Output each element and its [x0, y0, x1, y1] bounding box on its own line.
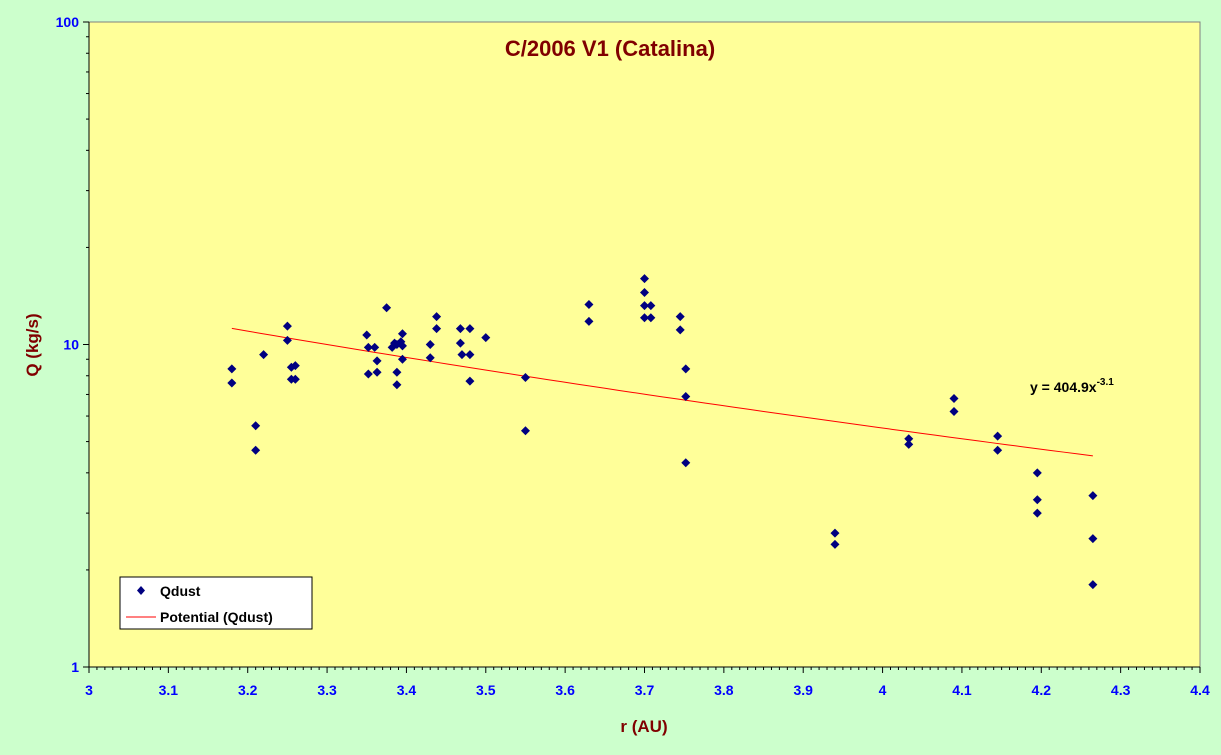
data-point — [392, 380, 402, 390]
trendline-equation-exponent: -3.1 — [1097, 377, 1115, 388]
trendline-equation-base: y = 404.9x — [1030, 379, 1097, 395]
x-tick-label: 3.6 — [555, 682, 575, 698]
data-point — [251, 421, 261, 431]
data-point — [372, 356, 382, 366]
data-point — [363, 342, 373, 352]
data-point — [949, 394, 959, 404]
data-point — [1032, 495, 1042, 505]
data-point — [382, 303, 392, 313]
data-point — [520, 426, 530, 436]
data-point — [584, 300, 594, 310]
data-point — [290, 361, 300, 371]
data-point — [465, 376, 475, 386]
x-tick-label: 3.2 — [238, 682, 258, 698]
data-point — [993, 431, 1003, 441]
data-point — [681, 364, 691, 374]
data-point — [259, 350, 269, 360]
data-point — [290, 374, 300, 384]
data-point — [1088, 534, 1098, 544]
data-point — [282, 321, 292, 331]
x-axis-ticks: 3 3.1 3.2 3.3 3.4 3.5 3.6 3.7 3.8 3.9 4 4.1 4.2 4.3 4.… — [85, 667, 1210, 698]
data-point — [1032, 468, 1042, 478]
legend-label-potential: Potential (Qdust) — [160, 609, 273, 625]
plot-area — [88, 21, 1201, 668]
x-axis-label: r (AU) — [620, 717, 667, 736]
data-point — [1088, 580, 1098, 590]
data-point — [432, 324, 442, 334]
data-point — [646, 313, 656, 323]
data-point — [904, 434, 914, 444]
data-point — [949, 406, 959, 416]
power-trendline — [231, 327, 1093, 457]
x-tick-label: 3.4 — [397, 682, 417, 698]
data-point — [425, 353, 435, 363]
data-points-layer — [227, 274, 1098, 590]
data-point — [227, 364, 237, 374]
data-point — [251, 445, 261, 455]
data-point — [640, 287, 649, 297]
x-tick-label: 4.4 — [1190, 682, 1210, 698]
legend-label-qdust: Qdust — [160, 583, 201, 599]
trendline-layer — [231, 327, 1093, 457]
data-point — [646, 301, 656, 311]
data-point — [397, 354, 407, 364]
data-point — [520, 373, 530, 383]
data-point — [392, 367, 402, 377]
x-tick-label: 3.3 — [317, 682, 337, 698]
data-point — [993, 445, 1003, 455]
x-tick-label: 3.8 — [714, 682, 734, 698]
x-tick-label: 4 — [879, 682, 887, 698]
chart-title: C/2006 V1 (Catalina) — [505, 36, 715, 61]
data-point — [830, 539, 840, 549]
x-tick-label: 3 — [85, 682, 93, 698]
legend: Qdust Potential (Qdust) — [119, 576, 313, 630]
data-point — [227, 378, 237, 388]
legend-box — [119, 576, 313, 630]
data-point — [465, 350, 475, 360]
data-point — [681, 458, 691, 468]
data-point — [584, 316, 594, 326]
data-point — [282, 335, 292, 345]
data-point — [397, 329, 407, 339]
data-point — [425, 340, 435, 349]
y-tick-label: 1 — [71, 659, 79, 675]
trendline-equation: y = 404.9x-3.1 — [1030, 377, 1114, 395]
x-tick-label: 4.3 — [1111, 682, 1131, 698]
x-tick-label: 3.5 — [476, 682, 496, 698]
y-axis-ticks: 1 10 100 — [56, 14, 89, 675]
y-axis-label: Q (kg/s) — [23, 313, 42, 376]
data-point — [457, 350, 467, 360]
data-point — [465, 324, 475, 334]
data-point — [362, 330, 372, 340]
data-point — [455, 338, 465, 348]
data-point — [370, 342, 380, 352]
data-point — [1032, 508, 1042, 518]
data-point — [372, 367, 382, 377]
data-point — [675, 312, 685, 322]
x-tick-label: 3.1 — [159, 682, 179, 698]
data-point — [455, 324, 465, 334]
data-point — [830, 528, 840, 538]
data-point — [640, 301, 649, 311]
y-tick-label: 100 — [56, 14, 80, 30]
x-tick-label: 3.9 — [793, 682, 813, 698]
data-point — [432, 312, 442, 322]
data-point — [397, 341, 407, 351]
data-point — [640, 274, 649, 284]
y-tick-label: 10 — [63, 337, 79, 353]
x-tick-label: 3.7 — [635, 682, 655, 698]
data-point — [681, 391, 691, 401]
data-point — [363, 369, 373, 379]
data-point — [675, 325, 685, 335]
data-point — [640, 313, 649, 323]
x-tick-label: 4.2 — [1032, 682, 1052, 698]
data-point — [904, 439, 914, 449]
x-tick-label: 4.1 — [952, 682, 972, 698]
legend-marker-diamond — [137, 586, 145, 595]
data-point — [1088, 491, 1098, 501]
data-point — [481, 333, 491, 343]
